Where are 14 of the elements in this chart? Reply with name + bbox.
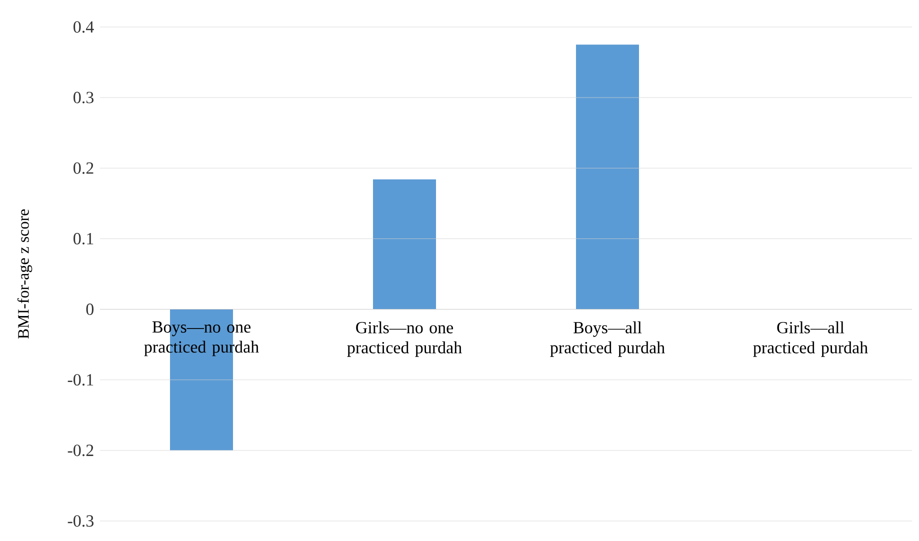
bar bbox=[576, 44, 639, 310]
bar bbox=[373, 179, 436, 310]
y-axis-title: BMI-for-age z score bbox=[17, 209, 32, 339]
y-tick-label: -0.3 bbox=[68, 515, 94, 527]
y-tick-label: -0.2 bbox=[68, 444, 94, 456]
x-tick-label: Girls—all practiced purdah bbox=[753, 321, 868, 357]
y-tick-label: 0.2 bbox=[74, 162, 94, 174]
y-tick-label: 0.1 bbox=[74, 232, 94, 244]
y-tick-label: -0.1 bbox=[68, 374, 94, 386]
y-tick-label: 0.3 bbox=[74, 92, 94, 104]
x-tick-label: Boys—all practiced purdah bbox=[550, 321, 665, 357]
x-tick-label: Girls—no one practiced purdah bbox=[347, 321, 462, 357]
y-tick-label: 0.4 bbox=[74, 21, 94, 33]
y-tick-label: 0 bbox=[86, 304, 94, 316]
